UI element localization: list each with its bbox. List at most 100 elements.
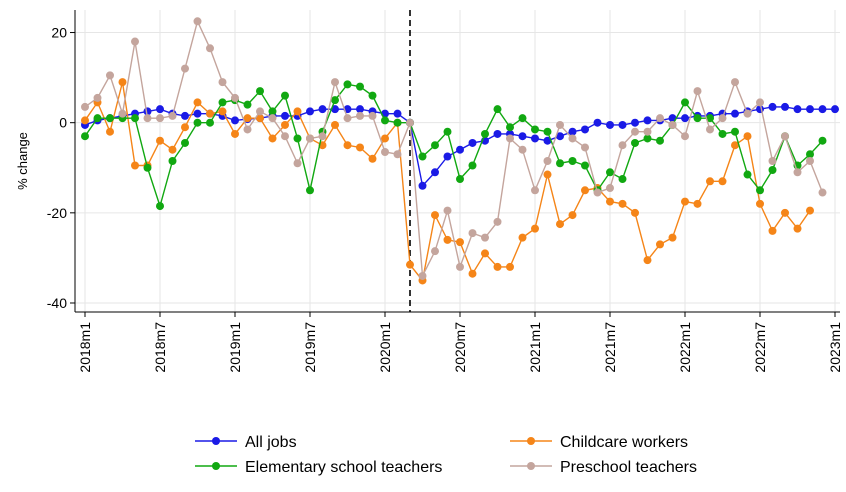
x-tick-label: 2020m7 [452,322,468,373]
data-point [81,116,89,125]
data-point [193,98,202,107]
data-point [656,240,664,249]
data-point [318,132,327,141]
data-point [493,129,502,138]
data-point [343,114,352,123]
data-point [118,78,127,87]
data-point [793,224,802,233]
data-point [681,98,689,107]
data-point [468,161,477,170]
data-point [193,109,202,118]
data-point [143,163,152,172]
data-point [481,249,489,258]
legend-label: Elementary school teachers [245,459,442,476]
data-point [468,138,477,147]
data-point [443,206,452,215]
data-point [531,186,539,195]
data-point [531,134,539,143]
legend-item: All jobs [195,434,297,451]
legend-item: Preschool teachers [510,459,697,476]
data-point [543,127,552,136]
series-line [84,19,824,279]
data-point [743,170,752,179]
plot-area [75,10,840,312]
data-point [218,107,227,116]
x-tick-label: 2019m1 [227,322,243,373]
legend-label: Childcare workers [560,434,688,451]
data-point [268,134,277,143]
series-layer [81,17,839,285]
data-point [156,202,164,211]
data-point [768,226,777,235]
data-point [531,125,539,134]
data-point [518,114,527,123]
data-point [718,114,727,123]
legend-item: Elementary school teachers [195,459,442,476]
data-point [731,78,739,87]
data-point [256,107,264,116]
data-point [318,105,327,114]
y-tick-label: -40 [47,295,67,311]
data-point [293,107,302,116]
data-point [818,188,827,197]
data-point [656,114,664,123]
data-point [643,134,652,143]
data-point [693,87,702,96]
data-point [331,96,339,105]
data-point [506,262,514,271]
data-point [656,136,664,145]
data-point [406,118,414,127]
data-point [693,199,702,208]
data-point [81,102,89,111]
data-point [643,116,652,125]
data-point [268,107,277,116]
data-point [356,111,364,120]
data-point [343,141,352,150]
data-point [606,120,614,129]
data-point [168,111,177,120]
data-point [281,120,289,129]
data-point [193,17,202,26]
legend-label: Preschool teachers [560,459,697,476]
series-childcare-workers [81,78,814,285]
data-point [618,199,627,208]
data-point [93,114,102,123]
data-point [631,138,639,147]
data-point [106,114,114,123]
data-point [418,181,427,190]
data-point [618,141,627,150]
data-point [406,260,414,269]
data-point [706,125,714,134]
data-point [618,120,627,129]
data-point [556,159,564,168]
data-point [543,136,552,145]
data-point [706,114,714,123]
data-point [631,118,639,127]
data-point [631,127,639,136]
data-point [706,177,714,186]
x-tick-label: 2020m1 [377,322,393,373]
legend-marker [527,437,535,445]
data-point [593,118,602,127]
data-point [381,134,389,143]
data-point [393,109,402,118]
data-point [806,206,814,215]
data-point [431,168,439,177]
data-point [456,145,464,154]
data-point [681,197,689,206]
data-point [643,256,652,265]
data-point [743,132,752,141]
y-tick-label: 0 [59,115,67,131]
data-point [568,211,577,220]
data-point [293,134,302,143]
data-point [181,123,189,132]
data-point [518,145,527,154]
data-point [693,114,702,123]
data-point [568,127,577,136]
data-point [631,208,639,217]
x-tick-label: 2021m1 [527,322,543,373]
data-point [306,134,314,143]
x-tick-label: 2022m7 [752,322,768,373]
data-point [506,123,514,132]
data-point [218,78,227,87]
